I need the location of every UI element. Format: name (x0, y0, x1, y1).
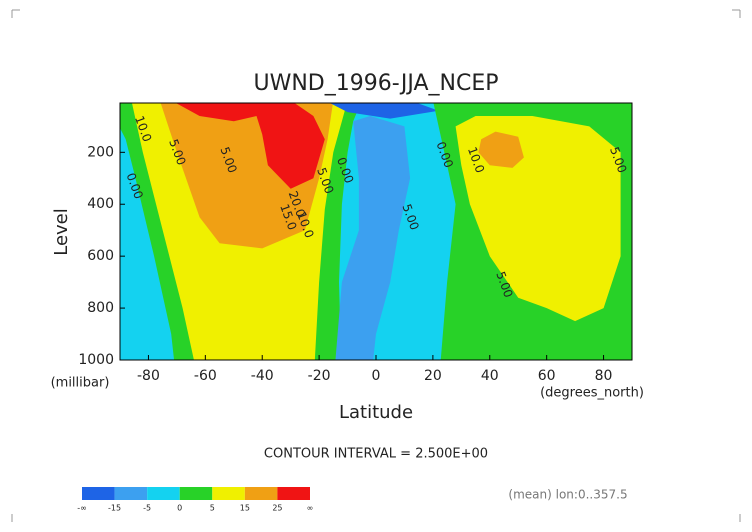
x-tick-label: 80 (595, 368, 613, 384)
x-tick-label: -80 (137, 368, 160, 384)
colorbar-box (277, 487, 310, 500)
x-tick-label: 0 (372, 368, 381, 384)
contour-fill: 10.05.000.005.0020.015.010.05.000.005.00… (120, 103, 632, 360)
x-axis-label: Latitude (339, 402, 413, 423)
y-tick-label: 600 (87, 248, 114, 264)
contour-region (478, 131, 524, 168)
y-tick-label: 400 (87, 196, 114, 212)
y-tick-label: 1000 (78, 352, 114, 368)
colorbar-label: -5 (143, 504, 151, 513)
colorbar-box (179, 487, 213, 500)
colorbar-box (147, 487, 180, 500)
colorbar-label: -15 (108, 504, 121, 513)
contour-region (335, 116, 411, 360)
contour-interval: CONTOUR INTERVAL = 2.500E+00 (264, 447, 488, 462)
footnote: (mean) lon:0..357.5 (508, 488, 627, 502)
contour-region (329, 103, 439, 119)
colorbar-label: -∞ (77, 504, 87, 513)
y-axis-unit: (millibar) (51, 376, 110, 391)
contour-region (175, 103, 325, 189)
x-tick-label: -20 (308, 368, 331, 384)
chart-title: UWND_1996-JJA_NCEP (253, 71, 498, 96)
colorbar-label: 0 (177, 504, 182, 513)
colorbar-label: ∞ (307, 504, 314, 513)
colorbar-label: 25 (272, 504, 282, 513)
crop-marks (11, 9, 741, 522)
colorbar-label: 5 (210, 504, 215, 513)
y-tick-label: 200 (87, 144, 114, 160)
contour-region (455, 116, 621, 322)
colorbar-box (82, 487, 115, 500)
colorbar-box (212, 487, 245, 500)
x-tick-label: 60 (538, 368, 556, 384)
x-tick-label: -40 (251, 368, 274, 384)
y-axis-label: Level (51, 208, 72, 256)
x-tick-label: 40 (481, 368, 499, 384)
colorbar-box (114, 487, 148, 500)
colorbar-label: 15 (240, 504, 250, 513)
x-tick-label: -60 (194, 368, 217, 384)
x-tick-label: 20 (424, 368, 442, 384)
y-tick-label: 800 (87, 300, 114, 316)
x-axis-unit: (degrees_north) (540, 386, 644, 401)
colorbar-box (244, 487, 278, 500)
